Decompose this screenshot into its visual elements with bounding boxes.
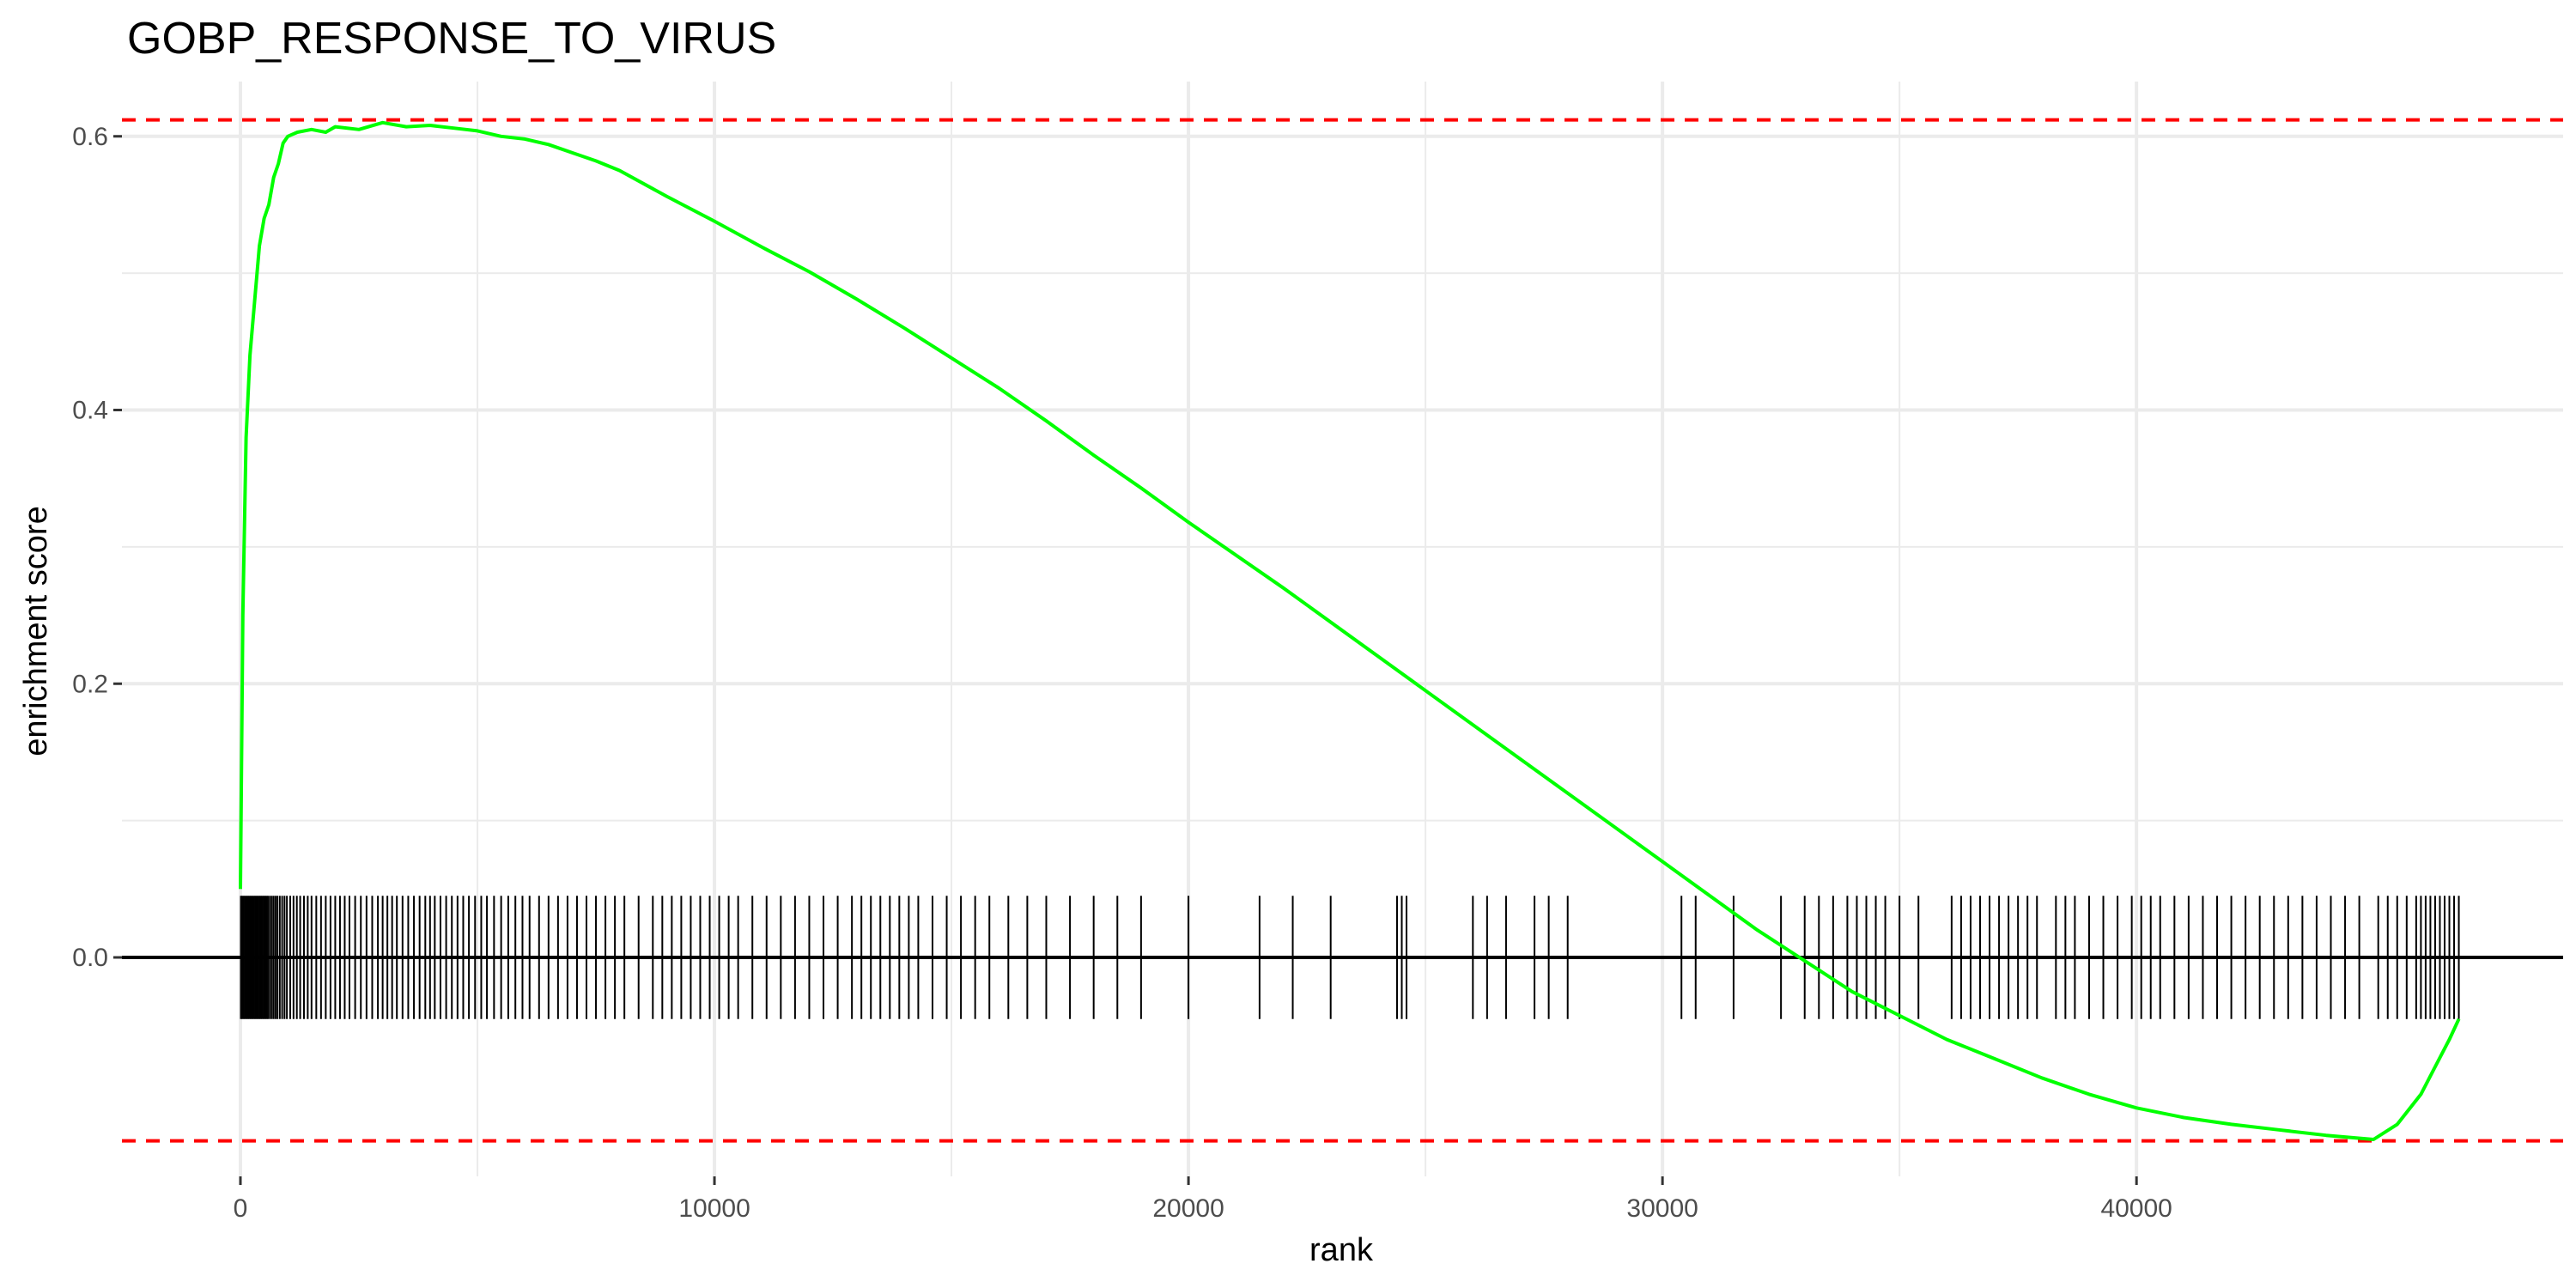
x-axis-label: rank <box>1309 1232 1374 1268</box>
enrichment-curve-line <box>239 120 2461 1141</box>
x-tick-label: 10000 <box>678 1194 750 1223</box>
y-tick-label: 0.0 <box>72 944 108 972</box>
y-axis-label: enrichment score <box>18 506 54 756</box>
y-tick-label: 0.4 <box>72 397 108 425</box>
x-tick-label: 0 <box>234 1194 248 1223</box>
y-axis-ticks: 0.0 0.2 0.4 0.6 <box>72 123 122 972</box>
enrichment-curve <box>239 120 2461 1141</box>
x-tick-label: 30000 <box>1626 1194 1698 1223</box>
x-axis-ticks: 0 10000 20000 30000 40000 <box>234 1176 2172 1223</box>
x-tick-label: 20000 <box>1152 1194 1224 1223</box>
chart-title: GOBP_RESPONSE_TO_VIRUS <box>127 14 776 64</box>
x-tick-label: 40000 <box>2100 1194 2172 1223</box>
y-tick-label: 0.6 <box>72 123 108 151</box>
y-tick-label: 0.2 <box>72 670 108 698</box>
